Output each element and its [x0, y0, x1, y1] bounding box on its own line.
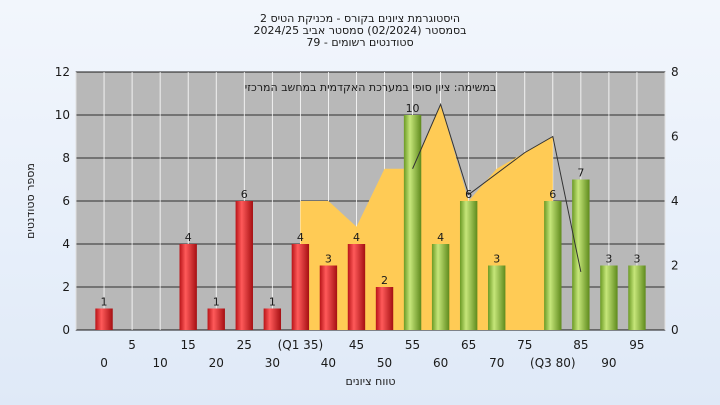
y2-tick-label: 8	[671, 65, 679, 79]
bar-value-label: 1	[213, 296, 220, 309]
y2-tick-label: 4	[671, 194, 679, 208]
y-axis-label: מספר סטודנטים	[24, 163, 37, 239]
x-tick-label: 50	[377, 356, 392, 370]
y2-tick-label: 2	[671, 259, 679, 273]
chart-title-line-1: היסטוגרמת ציונים בקורס - מכניקת הטיס 2	[260, 12, 460, 25]
x-tick-label: 40	[321, 356, 336, 370]
bar-value-label: 2	[381, 274, 388, 287]
x-tick-label: (Q3 80)	[530, 356, 576, 370]
x-tick-label: 0	[100, 356, 108, 370]
bar-value-label: 4	[297, 231, 304, 244]
bar-value-label: 3	[493, 253, 500, 266]
x-tick-label: (Q1 35)	[278, 338, 324, 352]
bar-fail	[291, 244, 310, 330]
value-labels: 1 4 1 6 1 4 3 4 2 10 4 6 3 6 7 3 3	[101, 102, 641, 309]
line-series	[412, 102, 582, 273]
bar-value-label: 7	[577, 167, 584, 180]
bar-fail	[375, 287, 394, 330]
bar-value-label: 3	[633, 253, 640, 266]
x-axis-ticks-lower: 0 10 20 30 40 50 60 70 (Q3 80) 90	[100, 356, 616, 370]
bar-fail	[235, 201, 253, 330]
bar-pass	[459, 201, 478, 330]
x-tick-label: 75	[517, 338, 532, 352]
chart-title: היסטוגרמת ציונים בקורס - מכניקת הטיס 2 ב…	[253, 12, 466, 49]
x-axis-ticks-upper: 5 15 25 (Q1 35) 45 55 65 75 85 95	[128, 338, 644, 352]
bar-pass	[431, 244, 450, 330]
x-tick-label: 5	[128, 338, 136, 352]
bar-pass	[600, 265, 618, 330]
bar-fail	[319, 265, 338, 330]
x-tick-label: 60	[433, 356, 448, 370]
y-tick-label: 0	[62, 323, 70, 337]
bar-value-label: 3	[605, 253, 612, 266]
bar-fail	[207, 308, 225, 330]
y2-tick-label: 0	[671, 323, 679, 337]
bar-pass	[403, 115, 422, 330]
x-tick-label: 15	[181, 338, 196, 352]
x-tick-label: 95	[629, 338, 644, 352]
bar-series	[95, 115, 646, 330]
y-tick-label: 6	[62, 194, 70, 208]
y-axis-ticks: 0 2 4 6 8 10 12	[55, 65, 70, 337]
y-tick-label: 2	[62, 280, 70, 294]
bar-pass	[628, 265, 646, 330]
x-tick-label: 85	[573, 338, 588, 352]
y-tick-label: 8	[62, 151, 70, 165]
bar-value-label: 6	[549, 188, 556, 201]
bar-value-label: 4	[353, 231, 360, 244]
x-axis-label: טווח ציונים	[346, 375, 396, 388]
bar-value-label: 6	[241, 188, 248, 201]
y-tick-label: 4	[62, 237, 70, 251]
chart-annotation: במשימה: ציון סופי במערכת האקדמית במחשב ה…	[245, 81, 496, 94]
x-tick-label: 55	[405, 338, 420, 352]
bar-pass	[572, 179, 590, 330]
bar-fail	[263, 308, 282, 330]
y2-tick-label: 6	[671, 130, 679, 144]
bar-value-label: 1	[101, 296, 108, 309]
x-tick-label: 10	[153, 356, 168, 370]
bar-value-label: 3	[325, 253, 332, 266]
x-tick-label: 70	[489, 356, 504, 370]
y-tick-label: 10	[55, 108, 70, 122]
x-tick-label: 65	[461, 338, 476, 352]
x-tick-label: 25	[237, 338, 252, 352]
chart-title-line-2: בסמסטר (02/2024) סמסטר אביב 2024/25	[253, 24, 466, 37]
bar-value-label: 1	[269, 296, 276, 309]
x-tick-label: 30	[265, 356, 280, 370]
x-tick-label: 20	[209, 356, 224, 370]
x-tick-label: 45	[349, 338, 364, 352]
bar-value-label: 4	[185, 231, 192, 244]
y2-axis-ticks: 0 2 4 6 8	[671, 65, 679, 337]
y-tick-label: 12	[55, 65, 70, 79]
bar-value-label: 4	[437, 231, 444, 244]
bar-fail	[179, 244, 197, 330]
bar-pass	[544, 201, 562, 330]
bar-value-label: 10	[406, 102, 420, 115]
x-tick-label: 90	[601, 356, 616, 370]
bar-fail	[95, 308, 113, 330]
bar-fail	[347, 244, 366, 330]
chart-title-line-3: סטודנטים רשומים - 79	[306, 36, 413, 49]
bar-value-label: 6	[465, 188, 472, 201]
bar-pass	[488, 265, 506, 330]
